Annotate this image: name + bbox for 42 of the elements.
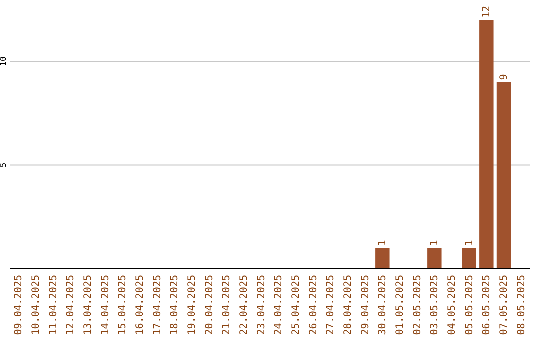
bar <box>376 248 390 269</box>
x-tick-label: 04.05.2025 <box>447 275 458 336</box>
x-tick-label: 08.05.2025 <box>516 275 528 336</box>
x-tick-label: 01.05.2025 <box>395 275 406 336</box>
bar <box>462 248 476 269</box>
x-tick-label: 29.04.2025 <box>360 275 372 336</box>
data-label: 9 <box>499 74 510 80</box>
x-tick-label: 13.04.2025 <box>83 275 94 336</box>
x-tick-label: 11.04.2025 <box>48 275 60 336</box>
x-tick-label: 24.04.2025 <box>274 275 285 336</box>
x-tick-label: 06.05.2025 <box>482 275 493 336</box>
data-label: 1 <box>378 240 389 246</box>
x-tick-label: 12.04.2025 <box>66 275 77 336</box>
x-tick-label: 28.04.2025 <box>343 275 354 336</box>
x-tick-label: 20.04.2025 <box>204 275 216 336</box>
x-tick-label: 30.04.2025 <box>378 275 389 336</box>
x-tick-label: 19.04.2025 <box>187 275 198 336</box>
x-tick-label: 25.04.2025 <box>291 275 302 336</box>
data-label: 12 <box>482 6 493 18</box>
bar <box>496 82 512 269</box>
x-tick-label: 05.05.2025 <box>464 275 476 336</box>
x-tick-label: 07.05.2025 <box>499 275 510 336</box>
bar <box>480 20 494 269</box>
x-tick-label: 22.04.2025 <box>239 275 250 336</box>
x-tick-label: 21.04.2025 <box>222 275 233 336</box>
x-tick-label: 27.04.2025 <box>326 275 337 336</box>
x-tick-label: 16.04.2025 <box>135 275 146 336</box>
y-tick-label: 10 <box>0 56 8 66</box>
x-tick-label: 09.04.2025 <box>14 275 25 336</box>
bar <box>428 248 442 269</box>
y-tick-label: 5 <box>0 162 8 168</box>
x-tick-label: 02.05.2025 <box>412 275 424 336</box>
x-tick-label: 17.04.2025 <box>152 275 164 336</box>
data-label: 1 <box>430 240 441 246</box>
x-tick-label: 26.04.2025 <box>308 275 320 336</box>
x-tick-label: 03.05.2025 <box>430 275 441 336</box>
x-tick-label: 15.04.2025 <box>118 275 129 336</box>
x-tick-label: 14.04.2025 <box>100 275 112 336</box>
x-tick-label: 18.04.2025 <box>170 275 181 336</box>
data-label: 1 <box>464 240 476 246</box>
x-tick-label: 10.04.2025 <box>31 275 42 336</box>
x-tick-label: 23.04.2025 <box>256 275 268 336</box>
